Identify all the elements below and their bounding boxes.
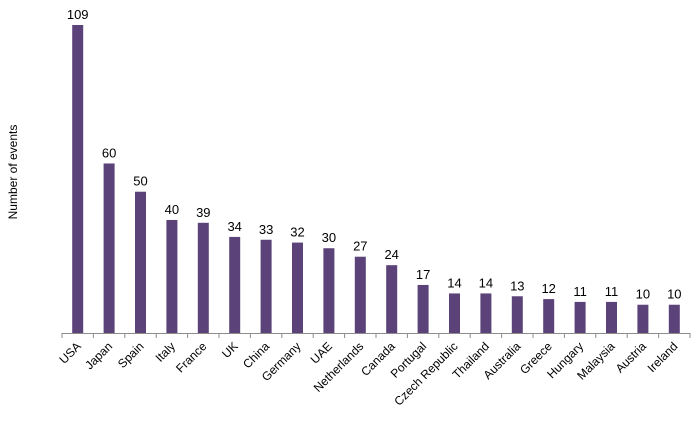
x-tick-label: Ireland	[645, 339, 681, 375]
value-label: 50	[133, 174, 147, 189]
value-label: 11	[605, 284, 619, 299]
value-label: 33	[259, 222, 273, 237]
value-label: 32	[290, 225, 304, 240]
value-label: 14	[447, 275, 461, 290]
bar	[637, 304, 649, 333]
value-label: 34	[227, 219, 241, 234]
bar	[166, 219, 178, 333]
value-label: 13	[510, 278, 524, 293]
value-label: 17	[416, 267, 430, 282]
value-label: 14	[479, 275, 493, 290]
value-labels-group: 109 60 50 40 39 34 33 32 30 27 24 17 14 14 13 12 11 11 10 1…	[67, 7, 682, 302]
bar	[103, 163, 115, 333]
bar	[449, 293, 460, 333]
x-tick-label: Japan	[82, 339, 115, 372]
value-label: 24	[384, 247, 398, 262]
bar	[354, 256, 366, 333]
bar	[543, 299, 555, 333]
x-axis-ticks	[61, 333, 691, 338]
bar	[511, 296, 523, 333]
x-tick-label: UK	[219, 339, 241, 361]
x-tick-label: UAE	[308, 339, 335, 366]
bar	[417, 284, 429, 333]
bar	[480, 293, 492, 333]
x-tick-label: Spain	[115, 339, 147, 371]
bar	[323, 248, 335, 333]
value-label: 40	[165, 202, 179, 217]
bar	[386, 265, 398, 333]
bar	[668, 304, 680, 333]
x-tick-label: France	[173, 339, 210, 376]
value-label: 109	[67, 7, 89, 22]
bar	[72, 25, 84, 333]
x-tick-label: USA	[56, 339, 83, 366]
bar	[260, 239, 272, 333]
bar	[135, 191, 146, 333]
y-axis-title: Number of events	[6, 125, 20, 220]
bars-group	[72, 25, 680, 333]
value-label: 10	[636, 287, 650, 302]
bar	[292, 242, 303, 333]
bar	[606, 301, 617, 333]
value-label: 11	[573, 284, 587, 299]
x-tick-label: Austria	[613, 339, 650, 376]
value-label: 30	[322, 230, 336, 245]
bar	[229, 236, 241, 333]
x-tick-label: Italy	[153, 339, 178, 364]
value-label: 60	[102, 145, 116, 160]
bar	[574, 301, 586, 333]
value-label: 10	[667, 287, 681, 302]
value-label: 27	[353, 239, 367, 254]
bar	[197, 222, 209, 333]
value-label: 39	[196, 205, 210, 220]
value-label: 12	[541, 281, 555, 296]
